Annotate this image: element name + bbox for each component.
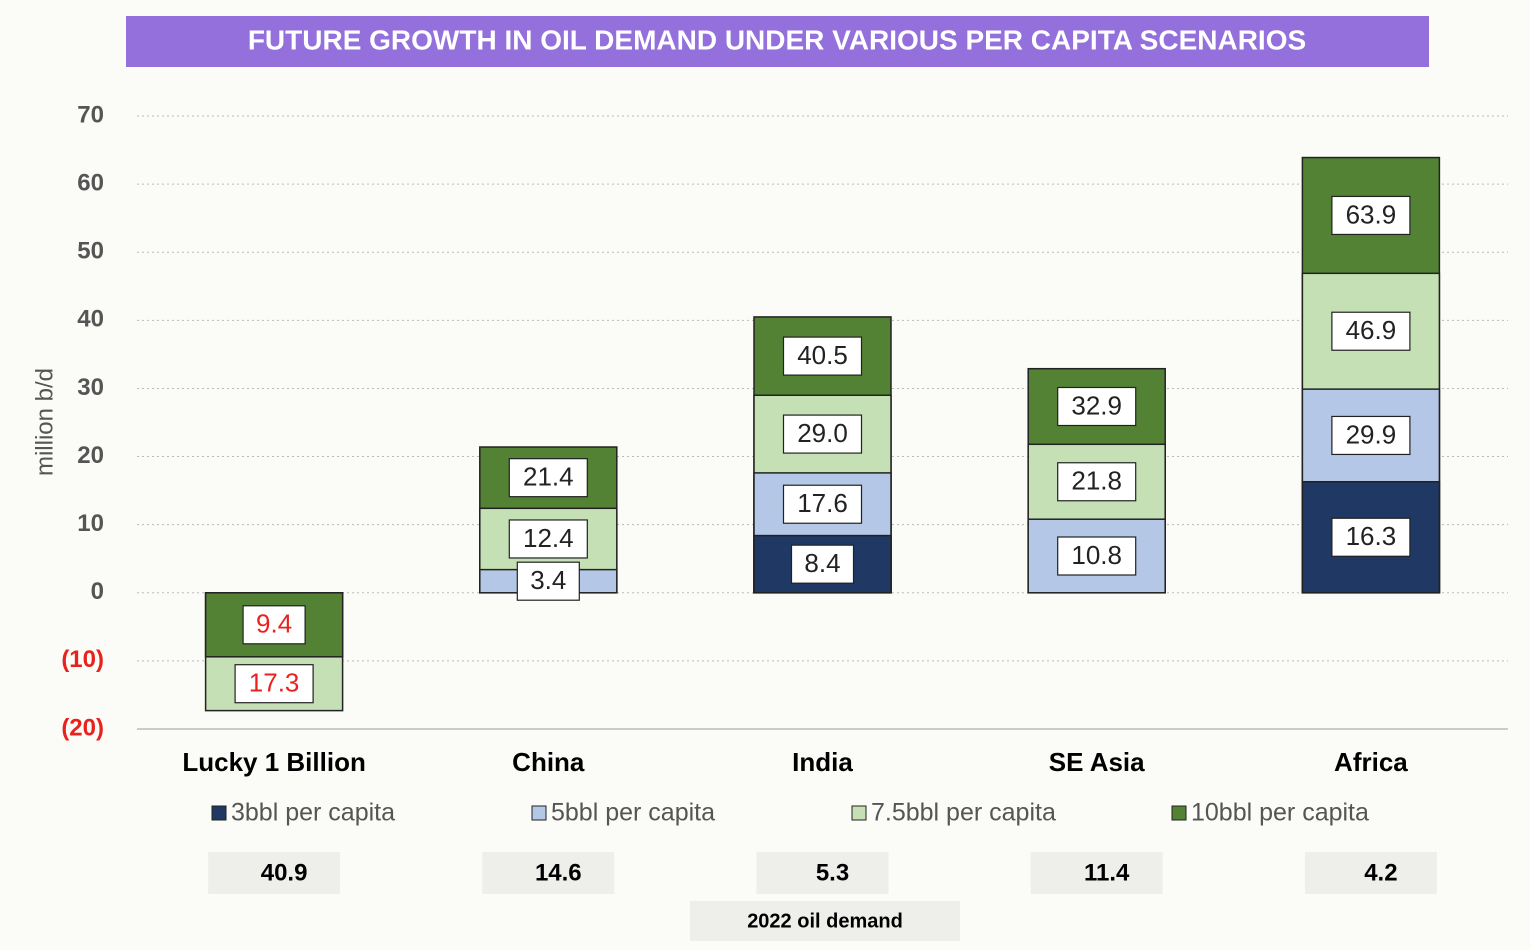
value-label: 10.8 <box>1071 540 1122 570</box>
value-label: 63.9 <box>1346 199 1397 229</box>
value-label-box <box>234 664 314 704</box>
demand-value: 11.4 <box>1084 859 1130 886</box>
value-label-box <box>516 561 580 601</box>
value-label-box <box>1331 517 1411 557</box>
value-label-box <box>790 544 855 584</box>
y-tick-label: 50 <box>77 238 104 265</box>
x-tick-label: Lucky 1 Billion <box>182 747 366 777</box>
value-label: 21.4 <box>523 462 574 492</box>
legend-swatch <box>531 805 547 821</box>
value-label-box <box>782 484 863 524</box>
legend-swatch <box>1171 805 1187 821</box>
demand-box <box>208 852 341 894</box>
value-label: 17.6 <box>797 488 848 518</box>
chart-title: FUTURE GROWTH IN OIL DEMAND UNDER VARIOU… <box>248 24 1306 55</box>
value-label: 40.5 <box>797 340 848 370</box>
demand-value: 40.9 <box>261 859 308 886</box>
value-label-box <box>1331 311 1411 351</box>
y-tick-label: (20) <box>61 714 104 741</box>
value-label-box <box>1331 415 1411 456</box>
legend-swatch <box>211 805 227 821</box>
value-label: 46.9 <box>1346 315 1397 345</box>
demand-caption-box <box>690 901 960 941</box>
value-label: 12.4 <box>523 523 574 553</box>
demand-box <box>756 852 889 894</box>
value-label-box <box>508 458 588 498</box>
value-label: 29.0 <box>797 418 848 448</box>
x-tick-label: SE Asia <box>1049 747 1145 777</box>
y-tick-label: 20 <box>77 442 104 469</box>
y-tick-label: 10 <box>77 510 104 537</box>
value-label: 21.8 <box>1071 466 1122 496</box>
demand-box <box>482 852 615 894</box>
value-label-box <box>1331 195 1411 236</box>
legend-label: 5bbl per capita <box>551 799 715 827</box>
x-tick-label: India <box>792 747 853 777</box>
demand-value: 14.6 <box>535 859 582 886</box>
value-label-box <box>242 605 306 645</box>
title-banner <box>126 16 1429 67</box>
y-tick-label: 30 <box>77 374 104 401</box>
value-label-box <box>508 519 588 559</box>
value-label-box <box>1057 462 1137 502</box>
legend-label: 3bbl per capita <box>231 799 395 827</box>
demand-box <box>1030 852 1163 894</box>
demand-box <box>1304 852 1437 894</box>
y-tick-label: 0 <box>91 578 104 605</box>
legend-label: 10bbl per capita <box>1191 799 1369 827</box>
y-tick-label: 60 <box>77 169 104 196</box>
y-tick-label: 40 <box>77 306 104 333</box>
y-axis-label: million b/d <box>31 368 58 476</box>
value-label: 9.4 <box>256 609 292 639</box>
x-tick-label: China <box>512 747 585 777</box>
value-label-box <box>1057 536 1137 576</box>
legend-label: 7.5bbl per capita <box>871 799 1056 827</box>
value-label: 16.3 <box>1346 521 1397 551</box>
value-label-box <box>782 414 863 454</box>
value-label-box <box>782 336 863 376</box>
demand-value: 5.3 <box>816 859 849 886</box>
y-tick-label: (10) <box>61 646 104 673</box>
value-label: 32.9 <box>1071 390 1122 420</box>
value-label: 3.4 <box>530 565 566 595</box>
value-label: 17.3 <box>249 668 300 698</box>
y-tick-label: 70 <box>77 101 104 128</box>
value-label-box <box>1057 386 1137 427</box>
legend-swatch <box>851 805 867 821</box>
x-tick-label: Africa <box>1334 747 1408 777</box>
value-label: 29.9 <box>1346 419 1397 449</box>
demand-value: 4.2 <box>1364 859 1397 886</box>
value-label: 8.4 <box>804 548 840 578</box>
demand-caption: 2022 oil demand <box>747 910 903 932</box>
